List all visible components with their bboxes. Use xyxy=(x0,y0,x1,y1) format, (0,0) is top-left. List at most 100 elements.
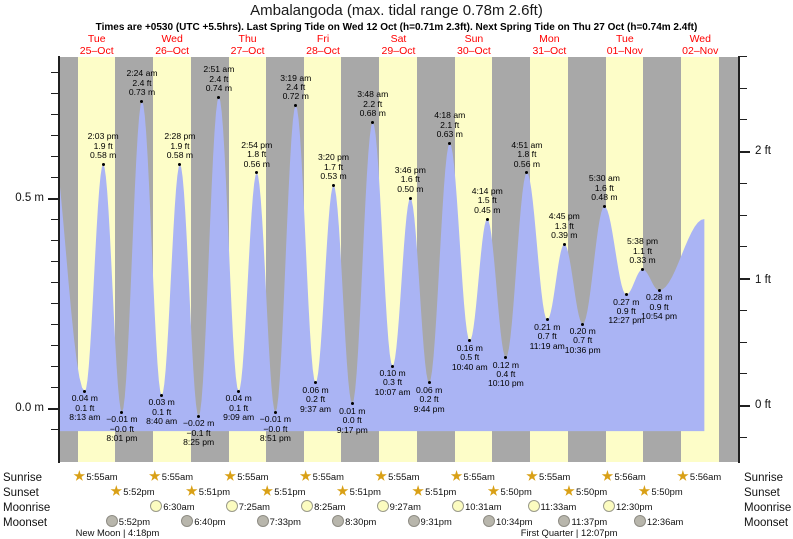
y-tick-left xyxy=(51,72,59,73)
moonrise-entry-2: 8:25am xyxy=(301,500,345,512)
sunrise-entry-time: 5:55am xyxy=(463,471,495,482)
tide-point-marker xyxy=(371,120,375,124)
y-tick-left xyxy=(51,114,59,115)
sun-star-icon xyxy=(526,470,538,481)
day-header-4: Sat 29–Oct xyxy=(361,33,436,58)
moonset-entry-time: 10:34pm xyxy=(495,516,533,527)
sunset-entry-time: 5:52pm xyxy=(123,486,155,497)
moon-phase-caption-0: New Moon | 4:18pm xyxy=(75,527,160,538)
moonset-entry-time: 8:30pm xyxy=(345,516,377,527)
day-name: Sun xyxy=(464,33,484,45)
sunset-entry-3: 5:51pm xyxy=(336,485,381,497)
day-date: 25–Oct xyxy=(79,44,114,57)
tide-point-marker xyxy=(408,196,412,200)
day-header-6: Mon 31–Oct xyxy=(512,33,587,58)
tide-point-marker xyxy=(83,389,87,393)
moonrise-entry-time: 9:27am xyxy=(389,501,421,512)
y-tick-left xyxy=(51,156,59,157)
moon-dark-circle-icon xyxy=(633,515,646,527)
tide-point-marker xyxy=(350,402,354,406)
day-date: 31–Oct xyxy=(532,44,567,57)
tide-point-marker xyxy=(525,171,529,175)
day-date: 02–Nov xyxy=(682,44,719,57)
tide-point-marker xyxy=(562,242,566,246)
y-tick-left xyxy=(51,387,59,388)
moon-dark-circle-icon xyxy=(256,515,269,527)
day-name: Wed xyxy=(161,33,183,45)
moonset-entry-2: 7:33pm xyxy=(256,515,301,527)
day-name: Wed xyxy=(689,33,711,45)
sunrise-entry-7: 5:56am xyxy=(601,470,646,482)
moon-dark-circle-icon xyxy=(181,515,194,527)
moon-dark-circle-icon xyxy=(482,515,495,527)
sun-star-icon xyxy=(336,485,349,496)
moonrise-entry-5: 11:33am xyxy=(527,500,576,512)
tide-point-marker xyxy=(294,104,298,108)
y-tick-left xyxy=(51,366,59,367)
moonset-entry-1: 6:40pm xyxy=(181,515,226,527)
moonset-entry-3: 8:30pm xyxy=(332,515,376,527)
y-tick-left xyxy=(51,240,59,241)
sun-star-icon xyxy=(110,485,123,496)
tide-point-marker xyxy=(657,288,661,292)
tide-point-marker xyxy=(120,410,124,414)
sunrise-entry-time: 5:55am xyxy=(86,471,118,482)
sunset-entry-time: 5:50pm xyxy=(500,486,532,497)
moonset-entry-time: 5:52pm xyxy=(118,516,151,527)
sunset-entry-5: 5:50pm xyxy=(487,485,532,497)
page-title: Ambalangoda (max. tidal range 0.78m 2.6f… xyxy=(250,2,543,19)
y-tick-left xyxy=(51,93,59,94)
sunrise-entry-time: 5:56am xyxy=(614,471,646,482)
y-tick-right xyxy=(739,437,747,438)
row-label-moonset-right: Moonset xyxy=(744,517,789,529)
y-tick-left xyxy=(51,303,59,304)
moon-light-circle-icon xyxy=(225,500,238,512)
day-header-7: Tue 01–Nov xyxy=(587,33,662,58)
tide-point-marker xyxy=(314,381,318,385)
sunrise-entry-1: 5:55am xyxy=(149,470,193,482)
sunrise-entry-3: 5:55am xyxy=(299,470,344,482)
moon-light-circle-icon xyxy=(602,500,615,512)
y-label-right-1ft: 1 ft xyxy=(755,274,771,286)
moonrise-entry-3: 9:27am xyxy=(376,500,421,512)
sun-star-icon xyxy=(299,470,312,481)
moonrise-entry-time: 10:31am xyxy=(465,501,502,512)
y-tick-right xyxy=(739,215,747,216)
y-tick-left xyxy=(51,177,59,178)
tide-point-marker xyxy=(624,293,628,297)
moonset-entry-time: 12:36am xyxy=(646,516,684,527)
day-date: 01–Nov xyxy=(606,44,643,57)
moon-light-circle-icon xyxy=(150,500,163,512)
tide-water-fill xyxy=(59,97,705,432)
sunrise-entry-time: 5:55am xyxy=(237,471,269,482)
tide-point-marker xyxy=(160,393,164,397)
tide-point-marker xyxy=(468,339,472,343)
sun-star-icon xyxy=(601,470,614,481)
row-label-moonrise-right: Moonrise xyxy=(744,502,792,514)
tide-point-marker xyxy=(101,162,105,166)
sun-star-icon xyxy=(261,485,273,496)
y-label-right-0ft: 0 ft xyxy=(755,399,771,411)
moonset-entry-time: 6:40pm xyxy=(194,516,226,527)
sunset-entry-time: 5:50pm xyxy=(575,486,608,497)
y-tick-left-major xyxy=(48,198,59,200)
moon-dark-circle-icon xyxy=(558,515,571,527)
tide-point-marker xyxy=(581,322,585,326)
moon-light-circle-icon xyxy=(452,500,465,512)
sunset-entry-6: 5:50pm xyxy=(563,485,607,497)
y-tick-left xyxy=(51,261,59,262)
tide-point-marker xyxy=(237,389,241,393)
tide-point-marker xyxy=(448,141,452,145)
day-date: 27–Oct xyxy=(230,44,265,57)
sunrise-entry-4: 5:55am xyxy=(375,470,419,482)
moonrise-entry-4: 10:31am xyxy=(452,500,502,512)
y-tick-left xyxy=(51,324,59,325)
moon-phase-caption-1: First Quarter | 12:07pm xyxy=(520,527,618,538)
y-label-left-low: 0.0 m xyxy=(15,402,44,414)
moonrise-entry-time: 7:25am xyxy=(238,501,270,512)
row-label-moonrise-left: Moonrise xyxy=(3,502,51,514)
sunset-entry-time: 5:50pm xyxy=(651,486,683,497)
sunrise-entry-0: 5:55am xyxy=(73,470,118,482)
y-tick-right xyxy=(739,56,747,57)
